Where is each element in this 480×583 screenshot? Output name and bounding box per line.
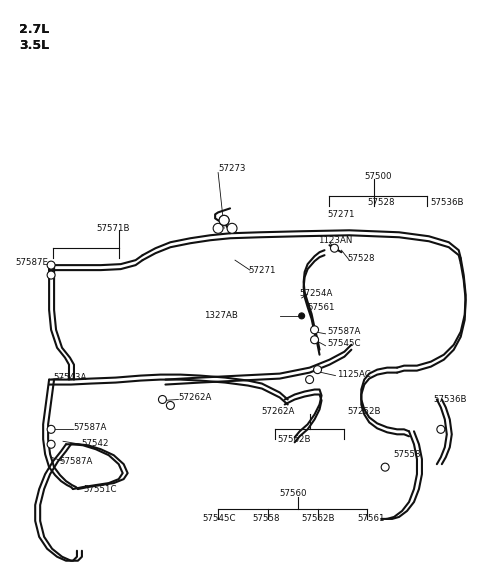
Text: 57271: 57271 <box>248 266 276 275</box>
Circle shape <box>311 336 319 344</box>
Text: 1327AB: 1327AB <box>204 311 238 321</box>
Circle shape <box>299 313 305 319</box>
Text: 57528: 57528 <box>367 198 395 207</box>
Circle shape <box>213 223 223 233</box>
Text: 57536B: 57536B <box>434 395 468 404</box>
Text: 57543A: 57543A <box>53 373 86 382</box>
Circle shape <box>47 271 55 279</box>
Text: 57528: 57528 <box>348 254 375 263</box>
Circle shape <box>167 402 174 409</box>
Circle shape <box>311 326 319 334</box>
Text: 57560: 57560 <box>280 489 307 497</box>
Text: 57545C: 57545C <box>327 339 361 348</box>
Text: 57587A: 57587A <box>59 456 93 466</box>
Circle shape <box>47 261 55 269</box>
Text: 57587A: 57587A <box>73 423 107 432</box>
Text: 57571B: 57571B <box>97 224 131 233</box>
Circle shape <box>227 223 237 233</box>
Text: 2.7L: 2.7L <box>19 23 49 36</box>
Text: 57558: 57558 <box>393 449 420 459</box>
Text: 57536B: 57536B <box>431 198 464 207</box>
Text: 57562B: 57562B <box>278 435 312 444</box>
Text: 1125AC: 1125AC <box>337 370 371 379</box>
Circle shape <box>47 426 55 433</box>
Circle shape <box>158 395 167 403</box>
Text: 57587A: 57587A <box>327 327 361 336</box>
Text: 2.7L: 2.7L <box>19 23 49 36</box>
Circle shape <box>313 366 322 374</box>
Circle shape <box>437 426 445 433</box>
Circle shape <box>306 375 313 384</box>
Circle shape <box>219 215 229 225</box>
Text: 57273: 57273 <box>218 164 246 173</box>
Text: 57562B: 57562B <box>301 514 335 524</box>
Circle shape <box>219 215 229 225</box>
Circle shape <box>47 440 55 448</box>
Text: 57558: 57558 <box>252 514 279 524</box>
Text: 57545C: 57545C <box>202 514 236 524</box>
Text: 57271: 57271 <box>327 210 355 219</box>
Text: 57561: 57561 <box>308 303 335 312</box>
Circle shape <box>381 463 389 471</box>
Text: 57587E: 57587E <box>15 258 48 266</box>
Text: 57262A: 57262A <box>179 393 212 402</box>
Text: 57262A: 57262A <box>262 407 295 416</box>
Text: 57551C: 57551C <box>83 484 117 494</box>
Text: 57252B: 57252B <box>348 407 381 416</box>
Circle shape <box>330 244 338 252</box>
Text: 3.5L: 3.5L <box>19 39 49 52</box>
Text: 3.5L: 3.5L <box>19 39 49 52</box>
Text: 57500: 57500 <box>364 172 392 181</box>
Text: 57542: 57542 <box>81 439 108 448</box>
Text: 57254A: 57254A <box>300 290 333 298</box>
Text: 57561: 57561 <box>357 514 385 524</box>
Text: 1123AN: 1123AN <box>318 236 352 245</box>
